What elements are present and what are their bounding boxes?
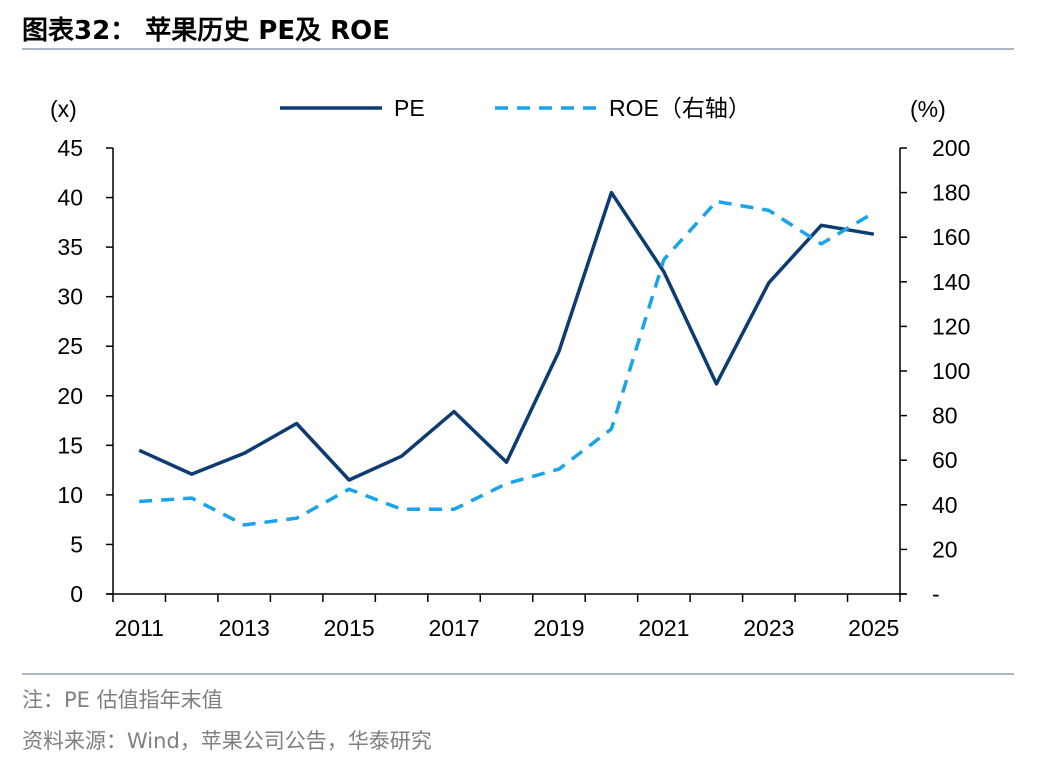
y-right-tick-label: 160 bbox=[932, 224, 970, 250]
footnote: 注：PE 估值指年末值 bbox=[22, 688, 223, 712]
x-tick-label: 2017 bbox=[428, 615, 479, 641]
pe-roe-chart: PE ROE（右轴） 051015202530354045-20406080100… bbox=[50, 95, 970, 641]
y-right-tick-label: 140 bbox=[932, 269, 970, 295]
y-left-tick-label: 5 bbox=[70, 531, 83, 557]
y-left-tick-label: 30 bbox=[57, 284, 83, 310]
y-left-tick-label: 15 bbox=[57, 432, 83, 458]
y-left-tick-label: 10 bbox=[57, 482, 83, 508]
y-right-tick-label: 20 bbox=[932, 536, 958, 562]
pe-line bbox=[138, 190, 875, 482]
y-right-tick-label: 120 bbox=[932, 313, 970, 339]
legend-pe-label: PE bbox=[394, 95, 425, 121]
roe-line bbox=[139, 199, 875, 527]
y-left-tick-label: 40 bbox=[57, 185, 83, 211]
right-axis-unit: (%) bbox=[910, 96, 946, 122]
top-rule bbox=[22, 48, 1014, 50]
x-tick-label: 2025 bbox=[848, 615, 899, 641]
x-tick-label: 2021 bbox=[638, 615, 689, 641]
y-right-tick-label: 180 bbox=[932, 180, 970, 206]
y-left-tick-label: 45 bbox=[57, 135, 83, 161]
source-note: 资料来源：Wind，苹果公司公告，华泰研究 bbox=[22, 729, 432, 753]
legend-roe-label: ROE（右轴） bbox=[609, 95, 751, 121]
y-right-tick-label: 200 bbox=[932, 135, 970, 161]
bottom-rule bbox=[22, 673, 1014, 675]
x-tick-label: 2015 bbox=[324, 615, 375, 641]
y-right-tick-label: - bbox=[932, 581, 940, 607]
y-right-tick-label: 40 bbox=[932, 492, 958, 518]
page-title: 图表32： 苹果历史 PE及 ROE bbox=[22, 16, 391, 46]
legend: PE ROE（右轴） bbox=[280, 95, 751, 121]
x-tick-label: 2023 bbox=[743, 615, 794, 641]
series-group bbox=[138, 190, 875, 527]
y-right-tick-label: 100 bbox=[932, 358, 970, 384]
left-axis-unit: (x) bbox=[50, 96, 77, 122]
y-left-tick-label: 0 bbox=[70, 581, 83, 607]
y-right-tick-label: 60 bbox=[932, 447, 958, 473]
x-tick-label: 2013 bbox=[219, 615, 270, 641]
y-left-tick-label: 35 bbox=[57, 234, 83, 260]
y-left-tick-label: 25 bbox=[57, 333, 83, 359]
y-left-tick-label: 20 bbox=[57, 383, 83, 409]
y-right-tick-label: 80 bbox=[932, 403, 958, 429]
x-tick-label: 2011 bbox=[114, 615, 163, 641]
x-tick-label: 2019 bbox=[533, 615, 584, 641]
axes: 051015202530354045-204060801001201401601… bbox=[50, 96, 970, 641]
